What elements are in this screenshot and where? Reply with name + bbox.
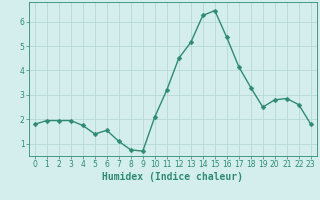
X-axis label: Humidex (Indice chaleur): Humidex (Indice chaleur) [102, 172, 243, 182]
